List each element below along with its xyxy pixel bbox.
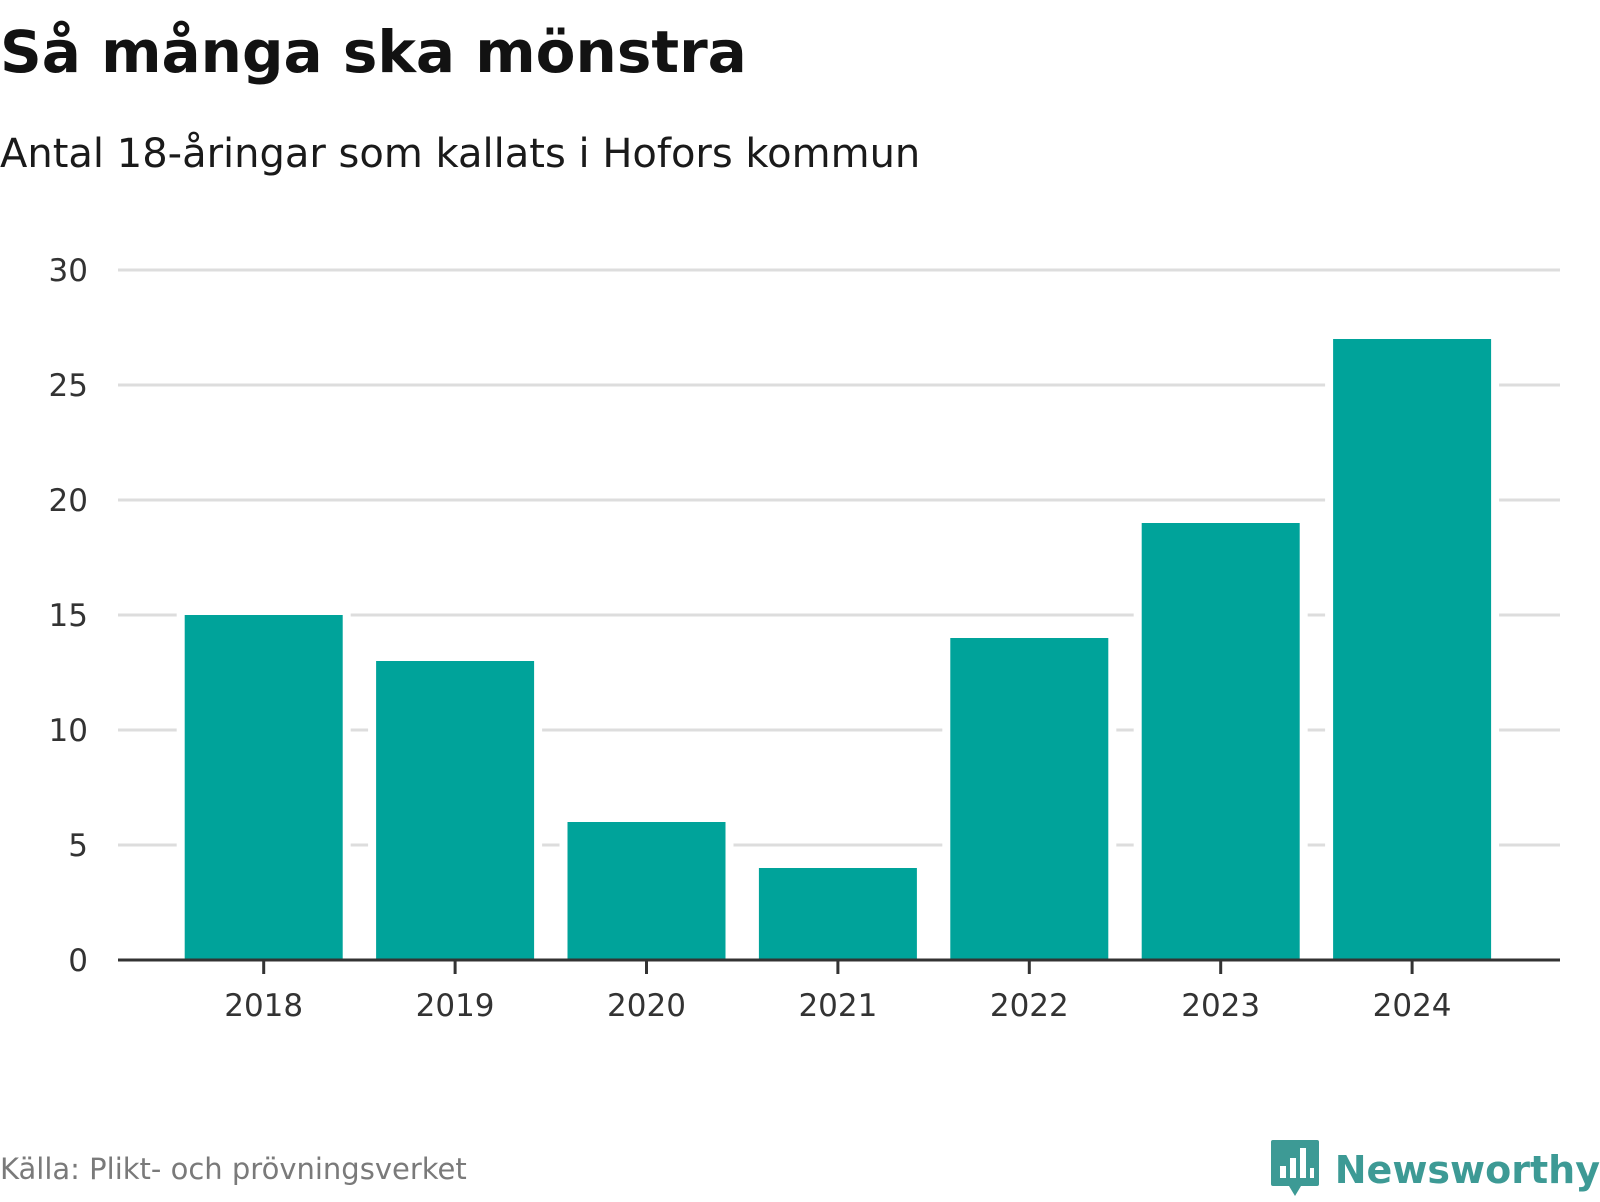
- x-tick-label: 2021: [798, 988, 877, 1024]
- brand-logo: Newsworthy: [1269, 1140, 1600, 1200]
- y-tick-label: 10: [49, 713, 88, 749]
- chart-title: Så många ska mönstra: [0, 18, 747, 86]
- y-tick-label: 20: [49, 483, 88, 519]
- bar-2020: [567, 822, 726, 960]
- brand-name: Newsworthy: [1334, 1148, 1600, 1192]
- gridlines: [118, 268, 1560, 847]
- y-tick-label: 15: [49, 598, 88, 634]
- y-tick-label: 30: [49, 253, 88, 289]
- bar-2019: [376, 661, 535, 960]
- bar-2024: [1333, 339, 1492, 960]
- x-tick-label: 2018: [224, 988, 303, 1024]
- bar-2023: [1141, 523, 1300, 960]
- axes: 0 5 10 15 20 25 30 2018 2019 2020 2021 2022 2023 2024: [49, 253, 1560, 1024]
- x-tick-label: 2020: [607, 988, 686, 1024]
- chart-subtitle: Antal 18-åringar som kallats i Hofors ko…: [0, 131, 921, 177]
- y-tick-label: 0: [68, 943, 88, 979]
- x-tick-label: 2022: [990, 988, 1069, 1024]
- bars: [176, 335, 1500, 960]
- y-tick-label: 25: [49, 368, 88, 404]
- source-note: Källa: Plikt- och prövningsverket: [0, 1152, 467, 1186]
- bar-2022: [950, 638, 1109, 960]
- bar-2018: [184, 615, 343, 960]
- bar-2021: [758, 868, 917, 960]
- x-tick-label: 2023: [1181, 988, 1260, 1024]
- bar-chart: 0 5 10 15 20 25 30 2018 2019 2020 2021 2022 2023 2024: [49, 253, 1560, 1024]
- bar-chart-speech-bubble-icon: [1269, 1138, 1321, 1202]
- y-tick-label: 5: [68, 828, 88, 864]
- x-tick-label: 2024: [1373, 988, 1452, 1024]
- x-tick-label: 2019: [416, 988, 495, 1024]
